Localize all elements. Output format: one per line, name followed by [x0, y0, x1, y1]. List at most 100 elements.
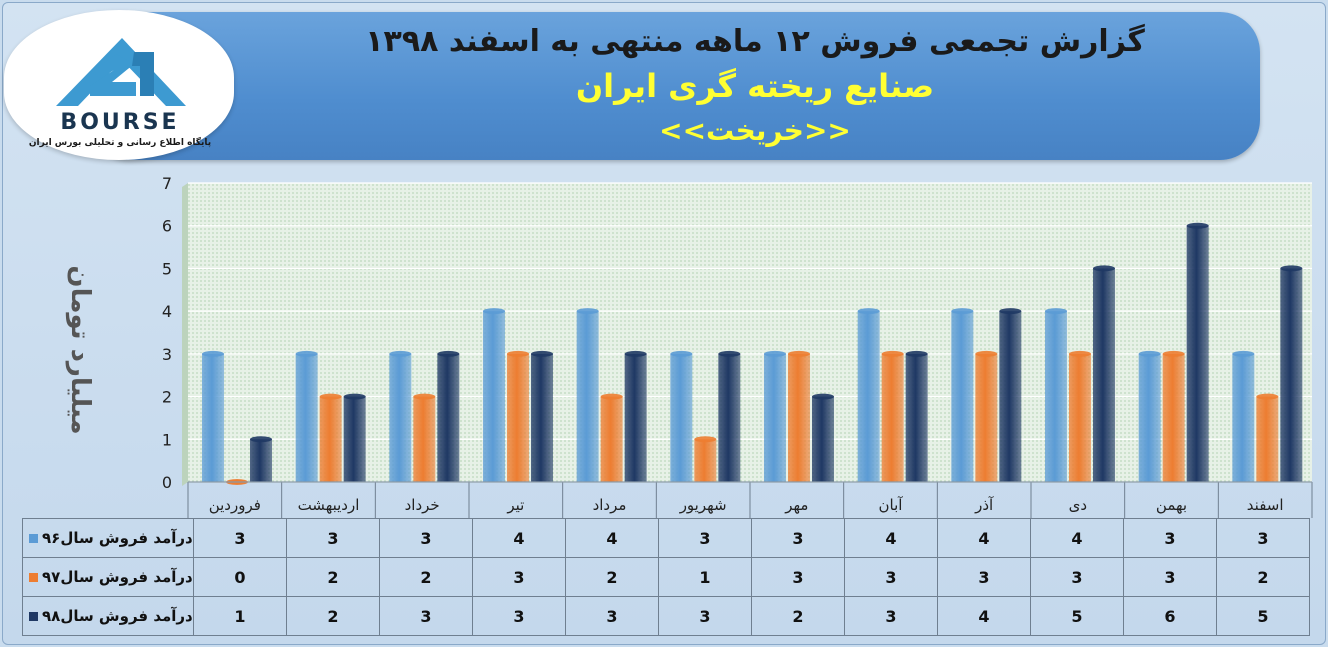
bourse-logo: BOURSE پایگاه اطلاع رسانی و تحلیلی بورس …: [4, 10, 234, 160]
bar: [531, 353, 553, 482]
bar: [1093, 268, 1115, 482]
plot-area: [188, 183, 1312, 482]
table-cell: 4: [1030, 518, 1124, 558]
bar: [250, 439, 272, 482]
y-tick-label: 3: [162, 345, 172, 364]
plot-side-wall: [182, 183, 188, 486]
bar-top: [413, 393, 436, 400]
ticker-title: <<خریخت>>: [659, 114, 851, 147]
table-cell: 2: [379, 557, 473, 597]
bar: [881, 353, 904, 482]
series-name: درآمد فروش سال۹۸: [42, 607, 193, 625]
bar: [576, 311, 599, 482]
bar-top: [1232, 350, 1255, 357]
table-cell: 3: [472, 596, 566, 636]
table-cell: 3: [751, 518, 845, 558]
bar-top: [1069, 350, 1091, 357]
bar: [1256, 396, 1279, 482]
y-tick-label: 0: [162, 473, 172, 492]
bar-top: [1138, 350, 1161, 357]
table-row: درآمد فروش سال۹۸ 1 2 3 3 3 3 2 3 4 5 6 5: [22, 596, 1310, 636]
table-cell: 2: [286, 596, 380, 636]
bar: [600, 396, 623, 482]
bar-top: [718, 350, 741, 357]
table-cell: 1: [193, 596, 287, 636]
x-tick-label: مهر: [784, 496, 808, 514]
title-banner: گزارش تجمعی فروش ۱۲ ماهه منتهی به اسفند …: [90, 12, 1260, 160]
table-cell: 3: [658, 596, 752, 636]
x-tick-label: آبان: [879, 496, 904, 514]
series-legend-label: درآمد فروش سال۹۶: [22, 518, 194, 558]
bar-top: [905, 350, 928, 357]
bar: [343, 396, 366, 482]
table-cell: 3: [379, 518, 473, 558]
bar-top: [694, 436, 717, 443]
legend-key-icon: [29, 573, 38, 582]
bar: [718, 353, 741, 482]
report-title: گزارش تجمعی فروش ۱۲ ماهه منتهی به اسفند …: [365, 24, 1145, 59]
bar-top: [1045, 308, 1067, 315]
bar: [670, 353, 693, 482]
table-cell: 2: [751, 596, 845, 636]
table-cell: 2: [286, 557, 380, 597]
bar-top: [600, 393, 623, 400]
x-tick-label: آذر: [974, 496, 994, 514]
bar-top: [343, 393, 366, 400]
bar: [413, 396, 436, 482]
table-cell: 4: [472, 518, 566, 558]
bar: [788, 353, 810, 482]
y-tick-label: 5: [162, 259, 172, 278]
bar-chart: 0 1 2 3 4 5 6 7 فروردین اردیبهشت خرداد تیر مرداد شهری…: [162, 174, 1313, 518]
table-cell: 1: [658, 557, 752, 597]
table-cell: 4: [937, 596, 1031, 636]
x-tick-label: شهریور: [679, 496, 727, 514]
x-tick-label: مرداد: [593, 496, 627, 514]
table-cell: 3: [658, 518, 752, 558]
y-tick-label: 4: [162, 302, 172, 321]
bar: [624, 353, 647, 482]
table-cell: 3: [193, 518, 287, 558]
y-tick-label: 1: [162, 430, 172, 449]
bar: [694, 439, 717, 482]
bar-top: [764, 350, 786, 357]
bar: [1045, 311, 1067, 482]
legend-key-icon: [29, 534, 38, 543]
bar-top: [1186, 222, 1209, 229]
table-cell: 3: [1030, 557, 1124, 597]
bar-top: [1093, 265, 1115, 272]
series-legend-label: درآمد فروش سال۹۷: [22, 557, 194, 597]
series-legend-label: درآمد فروش سال۹۸: [22, 596, 194, 636]
bar: [857, 311, 880, 482]
bar: [1069, 353, 1091, 482]
bar-top: [483, 308, 505, 315]
table-cell: 3: [937, 557, 1031, 597]
bar-top: [576, 308, 599, 315]
table-cell: 4: [565, 518, 659, 558]
table-cell: 3: [1123, 557, 1217, 597]
bar: [1162, 353, 1185, 482]
logo-brand: BOURSE: [60, 110, 180, 135]
bar: [1186, 225, 1209, 482]
bar-top: [1162, 350, 1185, 357]
table-cell: 3: [844, 557, 938, 597]
bar-top: [437, 350, 460, 357]
x-tick-label: دی: [1069, 496, 1087, 514]
bar: [483, 311, 505, 482]
bar-top: [202, 350, 224, 357]
series-name: درآمد فروش سال۹۶: [42, 529, 193, 547]
table-cell: 3: [472, 557, 566, 597]
bar: [507, 353, 529, 482]
table-cell: 3: [1123, 518, 1217, 558]
bar: [975, 353, 998, 482]
table-cell: 4: [937, 518, 1031, 558]
bar-top: [670, 350, 693, 357]
bar-top: [250, 436, 272, 443]
bar-top: [389, 350, 412, 357]
table-cell: 3: [1216, 518, 1310, 558]
table-cell: 3: [286, 518, 380, 558]
bar-top: [812, 393, 834, 400]
bar-top: [951, 308, 974, 315]
table-cell: 6: [1123, 596, 1217, 636]
table-row: درآمد فروش سال۹۶ 3 3 3 4 4 3 3 4 4 4 3 3: [22, 518, 1310, 558]
table-cell: 2: [565, 557, 659, 597]
